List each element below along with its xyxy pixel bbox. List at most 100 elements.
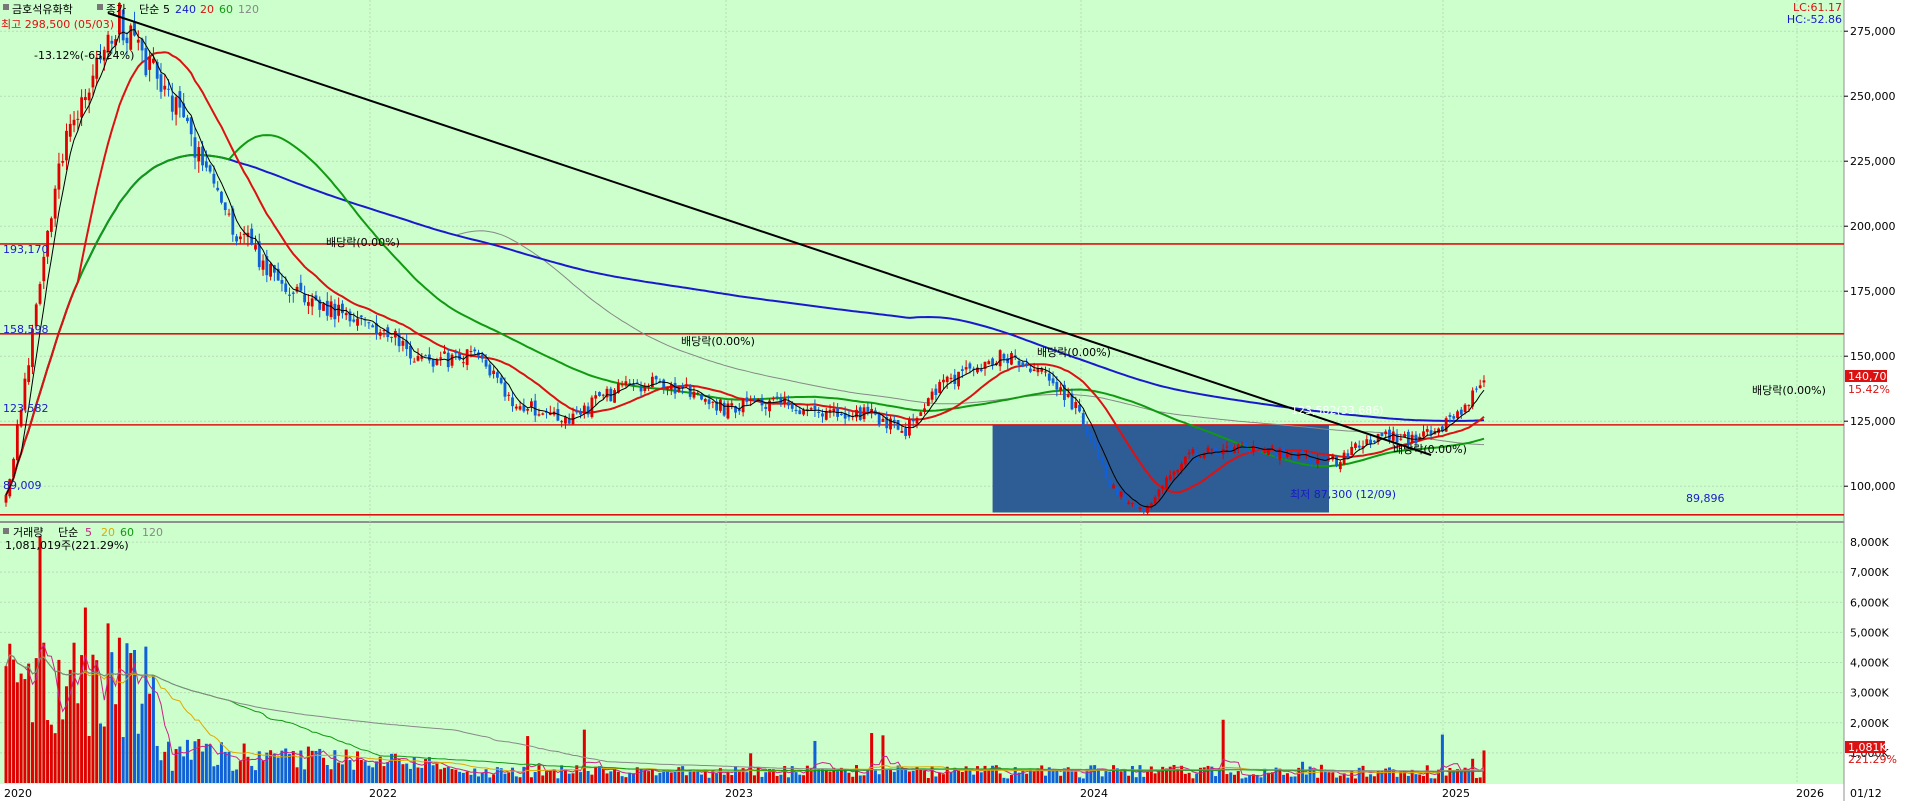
volume-bar: [216, 764, 220, 783]
volume-bar: [647, 771, 651, 783]
candle-body: [1293, 451, 1297, 460]
candle-body: [930, 391, 934, 400]
volume-bar: [756, 767, 760, 783]
vol-ma-period-60[interactable]: 60: [120, 526, 134, 539]
volume-bar: [1274, 767, 1278, 783]
hline-label-4: 89,009: [3, 479, 42, 492]
volume-bar: [979, 772, 983, 783]
volume-bar: [1418, 774, 1422, 783]
candle-body: [919, 412, 923, 416]
volume-bar: [1263, 768, 1267, 783]
candle-body: [1199, 456, 1202, 458]
candle-body: [469, 351, 473, 353]
volume-bar: [329, 769, 333, 783]
volume-bar: [371, 767, 375, 783]
volume-bar: [556, 778, 560, 783]
volume-bar: [288, 754, 291, 783]
volume-bar: [261, 760, 265, 783]
candle-body: [424, 355, 427, 357]
volume-bar: [866, 769, 870, 783]
candle-body: [193, 137, 197, 158]
candle-body: [1134, 504, 1138, 508]
volume-bar: [12, 659, 16, 783]
candle-body: [1236, 444, 1240, 449]
ma-period-20[interactable]: 20: [200, 3, 214, 16]
candle-body: [170, 95, 174, 112]
price-tick-label: 125,000: [1850, 415, 1896, 428]
candle-body: [1459, 409, 1463, 415]
volume-bar: [609, 771, 613, 783]
candle-body: [673, 382, 677, 394]
vol-ma-period-5[interactable]: 5: [85, 526, 92, 539]
dividend-label-2: 배당락(0.00%): [681, 335, 755, 348]
candle-body: [53, 188, 57, 219]
candle-body: [1070, 393, 1074, 410]
volume-bar: [994, 765, 998, 783]
dividend-label-3: 배당락(0.00%): [1037, 346, 1111, 359]
candle-body: [1168, 475, 1172, 480]
volume-bar: [454, 769, 458, 783]
candle-body: [991, 358, 994, 366]
candle-body: [465, 349, 469, 365]
candle-body: [314, 295, 318, 301]
candle-body: [556, 409, 560, 421]
candle-body: [998, 350, 1002, 367]
volume-bar: [529, 777, 533, 783]
volume-ma-label: 단순: [58, 526, 78, 539]
volume-bar: [1387, 767, 1391, 783]
candle-body: [23, 378, 27, 410]
volume-bar: [1112, 765, 1116, 783]
volume-bar: [424, 759, 428, 783]
volume-bar: [1142, 776, 1146, 783]
candle-body: [1384, 431, 1388, 435]
candle-body: [1187, 452, 1191, 455]
candle-body: [496, 372, 499, 378]
candle-body: [1372, 440, 1376, 442]
volume-bar: [1074, 771, 1078, 783]
volume-bar: [597, 766, 601, 783]
volume-bar: [30, 722, 34, 783]
candle-body: [1161, 486, 1165, 489]
candle-body: [65, 130, 68, 161]
ma-period-60[interactable]: 60: [219, 3, 233, 16]
candle-body: [1274, 449, 1278, 457]
volume-bar: [1312, 769, 1316, 783]
stock-name[interactable]: 금호석유화학: [12, 3, 73, 16]
volume-bar: [495, 767, 499, 783]
candle-body: [280, 280, 284, 284]
volume-bar: [1157, 770, 1161, 783]
candle-body: [329, 301, 333, 318]
candle-body: [246, 232, 250, 237]
candle-body: [885, 416, 889, 429]
ma-period-240[interactable]: 240: [175, 3, 196, 16]
volume-bar: [1210, 766, 1214, 783]
candle-body: [167, 88, 170, 90]
volume-bar: [798, 774, 802, 783]
volume-bar: [469, 774, 473, 783]
volume-bar: [900, 766, 904, 783]
ma-period-5[interactable]: 5: [163, 3, 170, 16]
volume-bar: [552, 769, 556, 783]
vol-ma-period-120[interactable]: 120: [142, 526, 163, 539]
candle-body: [344, 313, 348, 316]
candle-body: [212, 173, 216, 184]
candle-body: [790, 403, 794, 409]
volume-bar: [492, 774, 496, 783]
volume-bar: [1078, 777, 1082, 783]
volume-bar: [681, 766, 685, 783]
volume-bar: [1021, 769, 1025, 783]
ma-period-120[interactable]: 120: [238, 3, 259, 16]
volume-bar: [892, 771, 896, 783]
candle-body: [1131, 502, 1134, 504]
vol-ma-period-20[interactable]: 20: [101, 526, 115, 539]
volume-bar: [824, 768, 828, 783]
candle-body: [91, 75, 95, 88]
candle-body: [390, 336, 393, 338]
volume-bar: [299, 750, 303, 783]
candle-body: [1138, 507, 1142, 510]
volume-bar: [1134, 777, 1138, 783]
volume-bar: [1108, 771, 1112, 783]
volume-bar: [775, 775, 779, 783]
volume-bar: [1376, 770, 1380, 783]
